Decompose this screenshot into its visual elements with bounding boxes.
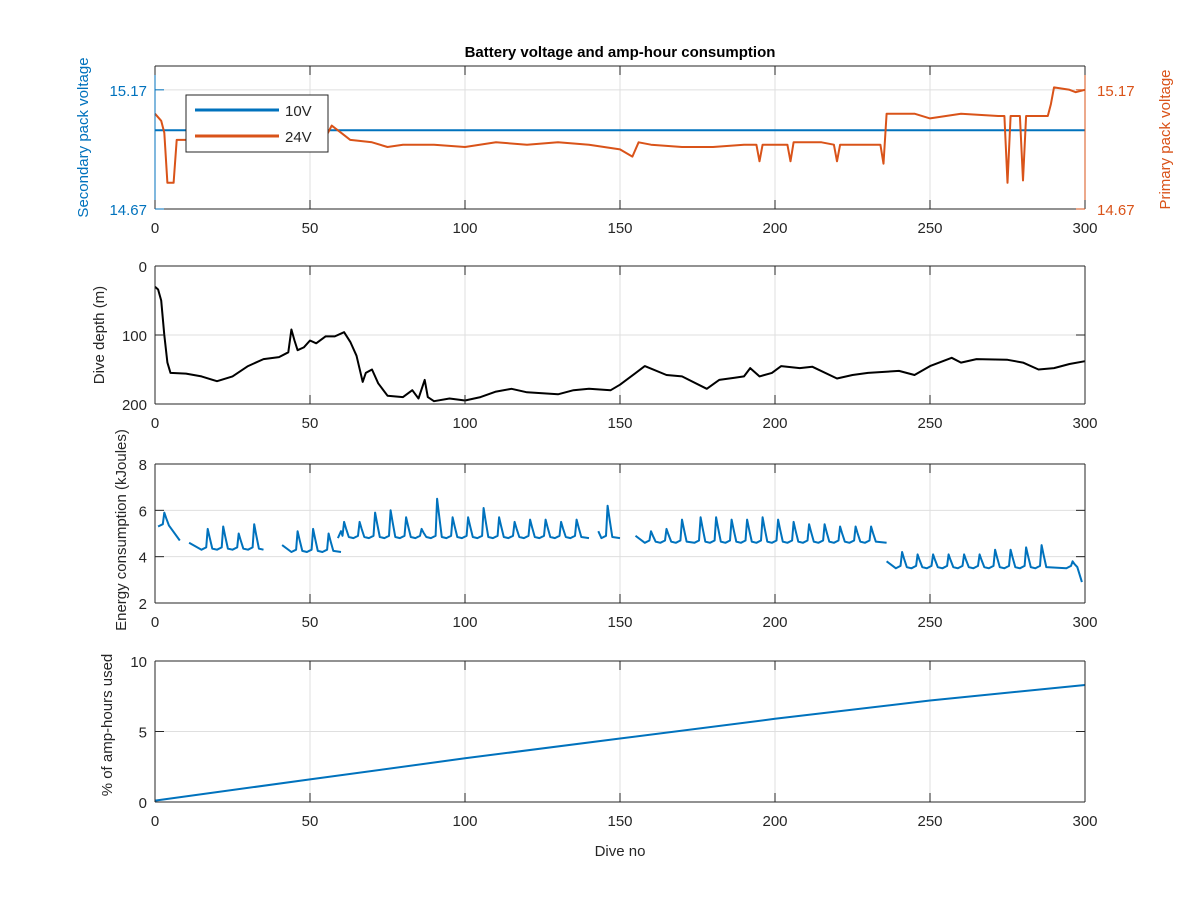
y-tick-label: 0	[139, 795, 147, 812]
subplot-3: 0 50 100 150 200 250 300 2 4 6 8 Energy consumption…	[113, 429, 1098, 631]
y-tick-label: 2	[139, 596, 147, 613]
x-tick-label: 100	[452, 614, 477, 631]
x-tick-label: 100	[452, 220, 477, 237]
x-tick-label: 0	[151, 813, 159, 830]
x-tick-label: 0	[151, 220, 159, 237]
y-tick-label: 8	[139, 457, 147, 474]
series-segment-energy	[336, 497, 590, 540]
x-tick-label: 200	[762, 614, 787, 631]
x-tick-label: 0	[151, 415, 159, 432]
x-tick-label: 150	[607, 220, 632, 237]
series-segment-energy	[188, 523, 264, 551]
x-tick-label: 50	[302, 415, 319, 432]
x-tick-label: 0	[151, 614, 159, 631]
x-tick-label: 300	[1072, 614, 1097, 631]
x-tick-label: 100	[452, 813, 477, 830]
y-tick-label-right: 15.17	[1097, 83, 1135, 100]
legend: 10V 24V	[185, 94, 329, 153]
y-axis-label-right: Primary pack voltage	[1157, 69, 1174, 209]
x-tick-label: 250	[917, 415, 942, 432]
x-tick-label: 300	[1072, 220, 1097, 237]
x-tick-label: 150	[607, 415, 632, 432]
y-tick-label: 0	[139, 259, 147, 276]
x-axis-label: Dive no	[595, 843, 646, 860]
y-tick-label: 5	[139, 725, 147, 742]
x-tick-label: 250	[917, 614, 942, 631]
x-tick-label: 200	[762, 220, 787, 237]
subplot-4: 0 50 100 150 200 250 300 0 5 10 % of amp-hours use…	[99, 654, 1098, 860]
x-tick-label: 50	[302, 813, 319, 830]
x-tick-label: 300	[1072, 813, 1097, 830]
series-segment-energy	[157, 511, 181, 542]
chart-title: Battery voltage and amp-hour consumption	[465, 44, 776, 61]
subplot-1: 0 50 100 150 200 250 30014.6715.1714.6715.17Se…	[75, 44, 1174, 237]
series-segment-energy	[281, 527, 342, 553]
y-tick-label: 4	[139, 550, 147, 567]
x-tick-label: 50	[302, 614, 319, 631]
series-segment-energy	[597, 504, 621, 540]
y-axis-label: Secondary pack voltage	[75, 57, 92, 217]
y-tick-label: 6	[139, 503, 147, 520]
x-tick-label: 100	[452, 415, 477, 432]
x-tick-label: 250	[917, 813, 942, 830]
x-tick-label: 150	[607, 614, 632, 631]
subplot-2: 0 50 100 150 200 250 300 0 100 200 Dive depth (m)	[91, 259, 1098, 432]
y-tick-label: 14.67	[109, 202, 147, 219]
x-tick-label: 300	[1072, 415, 1097, 432]
y-tick-label: 100	[122, 328, 147, 345]
x-tick-label: 200	[762, 415, 787, 432]
legend-box	[185, 94, 329, 153]
x-tick-label: 150	[607, 813, 632, 830]
y-axis-label: % of amp-hours used	[99, 654, 116, 797]
x-tick-label: 250	[917, 220, 942, 237]
y-axis-label: Energy consumption (kJoules)	[113, 429, 130, 631]
x-tick-label: 50	[302, 220, 319, 237]
y-axis-label: Dive depth (m)	[91, 286, 108, 384]
y-tick-label: 10	[130, 654, 147, 671]
y-tick-label: 15.17	[109, 83, 147, 100]
series-segment-energy	[885, 544, 1083, 583]
legend-label-10v: 10V	[285, 103, 312, 120]
legend-label-24v: 24V	[285, 129, 312, 146]
x-tick-label: 200	[762, 813, 787, 830]
y-tick-label: 200	[122, 397, 147, 414]
y-tick-label-right: 14.67	[1097, 202, 1135, 219]
series-line-amp-hours	[154, 684, 1086, 802]
series-segment-energy	[634, 516, 887, 544]
